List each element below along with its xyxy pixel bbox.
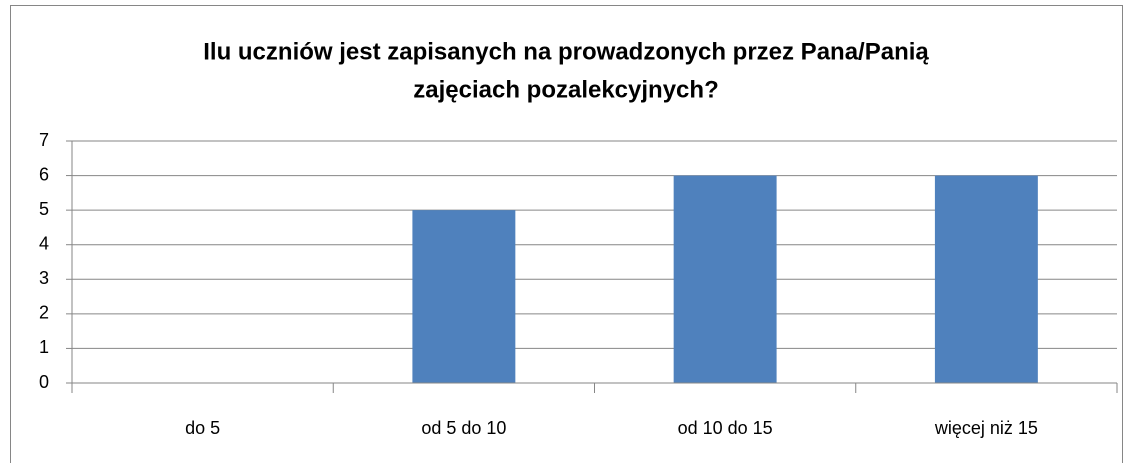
y-tick-label: 4 (39, 233, 49, 253)
y-tick-label: 3 (39, 268, 49, 288)
chart-title: Ilu uczniów jest zapisanych na prowadzon… (203, 38, 929, 65)
x-tick-label: więcej niż 15 (934, 418, 1038, 438)
y-tick-label: 7 (39, 130, 49, 150)
x-tick-label: od 10 do 15 (678, 418, 773, 438)
x-tick-label: do 5 (185, 418, 220, 438)
chart-title: zajęciach pozalekcyjnych? (413, 76, 718, 103)
bar (673, 175, 777, 383)
y-tick-label: 1 (39, 337, 49, 357)
y-tick-label: 0 (39, 372, 49, 392)
bar (412, 210, 516, 383)
bar (934, 175, 1038, 383)
x-tick-label: od 5 do 10 (421, 418, 506, 438)
y-tick-label: 5 (39, 199, 49, 219)
y-tick-label: 6 (39, 164, 49, 184)
y-tick-label: 2 (39, 303, 49, 323)
